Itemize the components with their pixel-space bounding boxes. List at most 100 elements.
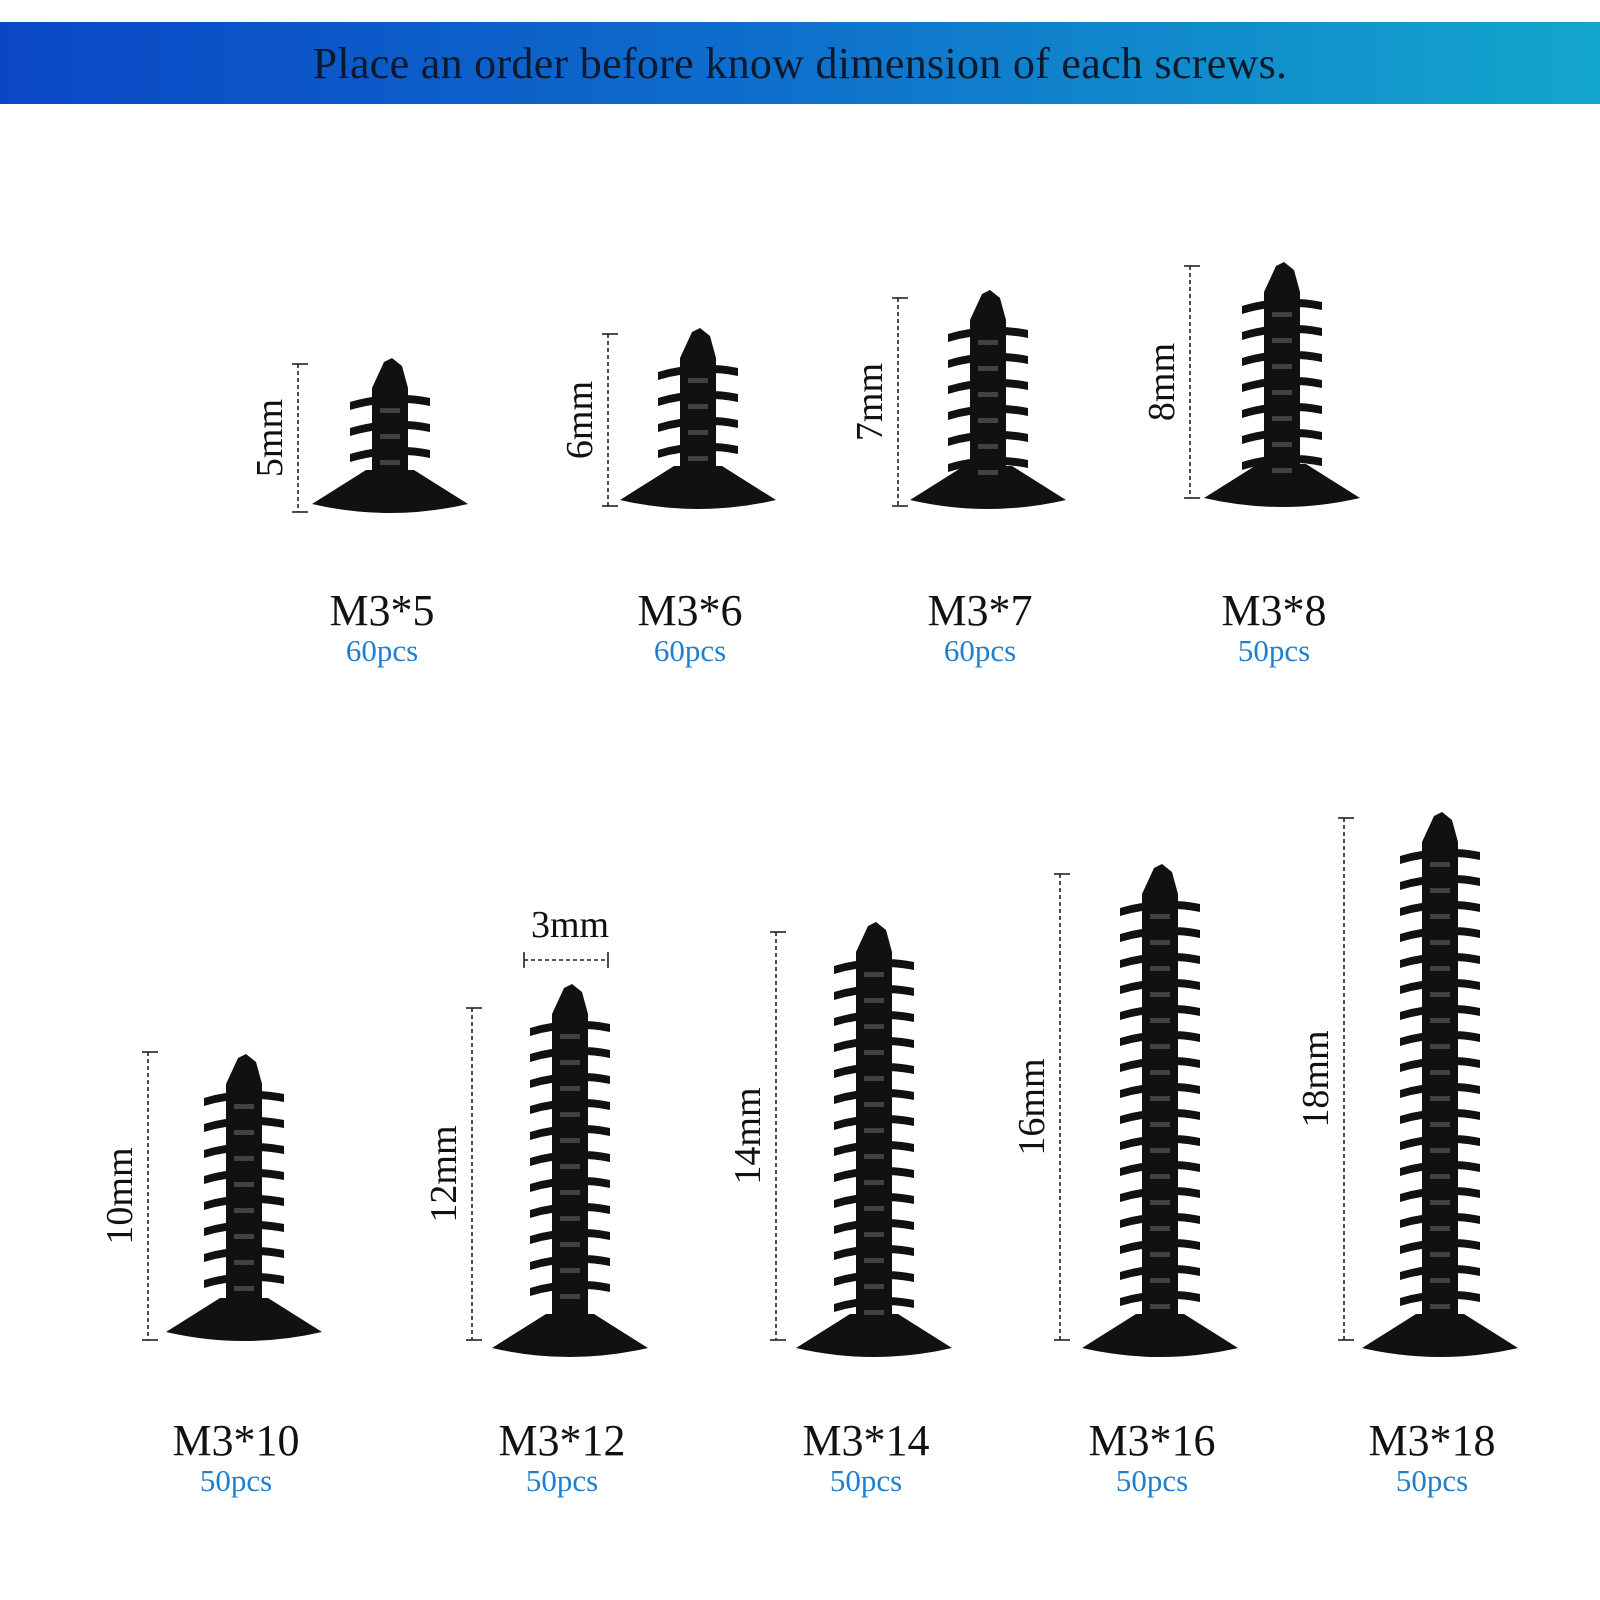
thread-highlight	[1150, 1122, 1170, 1127]
thread-highlight	[1150, 1226, 1170, 1231]
screw-thread	[658, 364, 738, 380]
thread-highlight	[380, 408, 400, 413]
length-dimension: 7mm	[849, 297, 908, 507]
screw-label: M3*14 50pcs	[802, 1418, 929, 1498]
length-label: 14mm	[727, 1087, 769, 1184]
screw-thread	[1120, 1134, 1200, 1150]
screw-thread	[1120, 1082, 1200, 1098]
screw-thread	[948, 378, 1028, 394]
screw-thread	[1242, 350, 1322, 366]
thread-highlight	[1150, 992, 1170, 997]
screw-thread	[1400, 1082, 1480, 1098]
screw-m3x8	[1204, 262, 1360, 507]
thread-highlight	[560, 1086, 580, 1091]
screw-thread	[1120, 1030, 1200, 1046]
screw-thread	[948, 326, 1028, 342]
screw-tip	[970, 290, 1006, 320]
screw-thread	[530, 1098, 610, 1114]
screw-thread	[1120, 900, 1200, 916]
thread-highlight	[1430, 1200, 1450, 1205]
thread-highlight	[1150, 1174, 1170, 1179]
screw-thread	[1120, 1238, 1200, 1254]
screw-m3x14	[796, 922, 952, 1357]
length-label: 5mm	[249, 399, 291, 477]
thread-highlight	[1430, 1226, 1450, 1231]
screw-thread	[1400, 1160, 1480, 1176]
screw-label: M3*16 50pcs	[1088, 1418, 1215, 1498]
screw-thread	[1400, 1264, 1480, 1280]
thread-highlight	[234, 1286, 254, 1291]
screw-thread	[1120, 1160, 1200, 1176]
screw-thread	[350, 446, 430, 462]
thread-highlight	[234, 1208, 254, 1213]
screw-thread	[204, 1168, 284, 1184]
screw-thread	[1400, 1108, 1480, 1124]
length-label: 10mm	[99, 1147, 141, 1244]
thread-highlight	[1272, 390, 1292, 395]
screw-thread	[204, 1116, 284, 1132]
screw-m3x18	[1362, 812, 1518, 1357]
thread-highlight	[1150, 1278, 1170, 1283]
screw-m3x6	[620, 328, 776, 509]
screw-quantity: 60pcs	[345, 633, 419, 668]
screw-thread	[834, 1010, 914, 1026]
thread-highlight	[234, 1130, 254, 1135]
thread-highlight	[1272, 416, 1292, 421]
screw-quantity: 50pcs	[525, 1463, 599, 1498]
screw-head	[1082, 1314, 1238, 1357]
screw-size: M3*12	[498, 1416, 626, 1465]
screw-shank	[226, 1084, 262, 1302]
screw-thread	[1242, 454, 1322, 470]
thread-highlight	[1272, 442, 1292, 447]
screw-thread	[1400, 1030, 1480, 1046]
screw-thread	[1242, 298, 1322, 314]
screw-thread	[658, 416, 738, 432]
length-dimension: 6mm	[559, 333, 618, 507]
screw-shank	[680, 358, 716, 470]
thread-highlight	[688, 378, 708, 383]
screw-head	[796, 1314, 952, 1357]
screw-thread	[1400, 978, 1480, 994]
length-dimension: 16mm	[1011, 873, 1070, 1341]
screw-thread	[1120, 1186, 1200, 1202]
length-dimension: 18mm	[1295, 817, 1354, 1341]
screw-thread	[834, 1140, 914, 1156]
thread-highlight	[688, 456, 708, 461]
thread-highlight	[864, 1258, 884, 1263]
thread-highlight	[1430, 1252, 1450, 1257]
screw-tip	[226, 1054, 262, 1084]
title-banner: Place an order before know dimension of …	[0, 22, 1600, 104]
thread-highlight	[1430, 1304, 1450, 1309]
thread-highlight	[234, 1104, 254, 1109]
thread-highlight	[1150, 1070, 1170, 1075]
screw-head	[312, 470, 468, 513]
length-dimension: 8mm	[1141, 265, 1200, 499]
screw-m3x12	[492, 984, 648, 1357]
thread-highlight	[864, 1076, 884, 1081]
thread-highlight	[864, 1284, 884, 1289]
screw-thread	[834, 1192, 914, 1208]
screw-size: M3*18	[1368, 1416, 1496, 1465]
screw-thread	[530, 1254, 610, 1270]
thread-highlight	[1430, 914, 1450, 919]
screw-size: M3*16	[1088, 1416, 1216, 1465]
thread-highlight	[978, 470, 998, 475]
screw-thread	[204, 1194, 284, 1210]
screw-label: M3*10 50pcs	[172, 1418, 299, 1498]
screw-thread	[1400, 1134, 1480, 1150]
screw-tip	[1422, 812, 1458, 842]
thread-highlight	[560, 1190, 580, 1195]
screw-thread	[1400, 1056, 1480, 1072]
screw-thread	[530, 1280, 610, 1296]
screw-thread	[530, 1124, 610, 1140]
thread-highlight	[864, 972, 884, 977]
screw-thread	[834, 1270, 914, 1286]
screw-thread	[530, 1020, 610, 1036]
thread-highlight	[234, 1156, 254, 1161]
screw-quantity: 60pcs	[653, 633, 727, 668]
thread-highlight	[1150, 1018, 1170, 1023]
screw-thread	[834, 1062, 914, 1078]
thread-highlight	[978, 418, 998, 423]
thread-highlight	[864, 1310, 884, 1315]
